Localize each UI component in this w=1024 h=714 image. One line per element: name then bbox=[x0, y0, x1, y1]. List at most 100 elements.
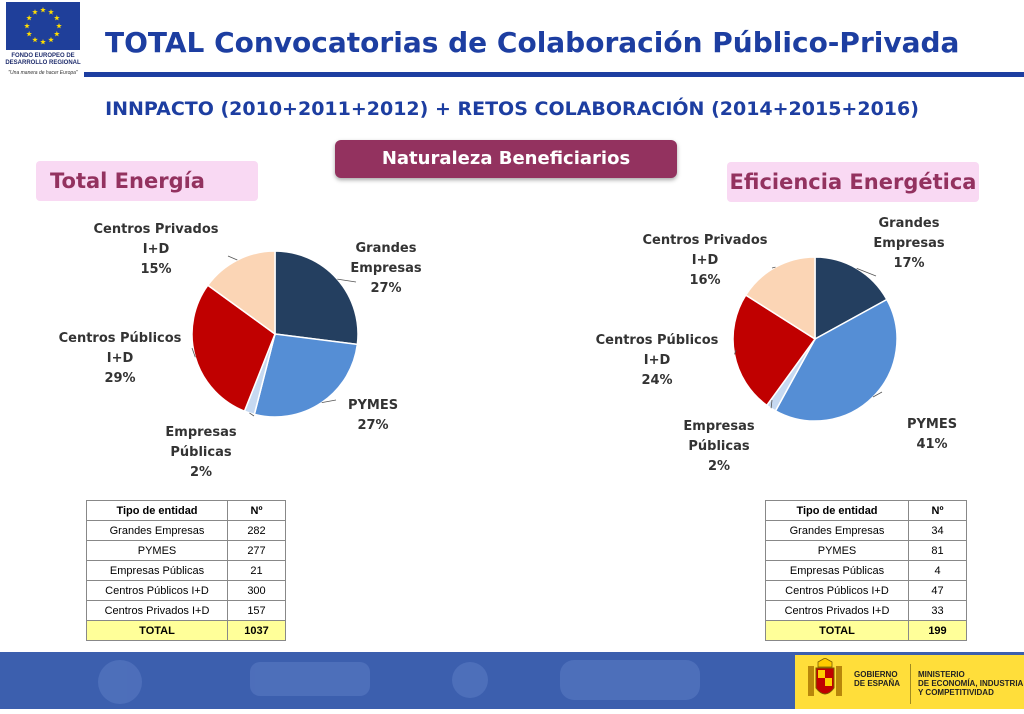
pie-slice bbox=[274, 250, 359, 346]
data-label: Centros Privados I+D 16% bbox=[642, 233, 767, 288]
pie-slice bbox=[744, 256, 816, 341]
table-cell: 300 bbox=[227, 580, 286, 601]
logo-motto: "Una manera de hacer Europa" bbox=[8, 70, 78, 76]
table-cell: 81 bbox=[908, 540, 967, 561]
table-header: Tipo de entidad bbox=[765, 500, 909, 521]
footer-divider bbox=[910, 664, 911, 704]
table-cell: TOTAL bbox=[86, 620, 228, 641]
pie-charts: Grandes Empresas 27% PYMES 27% Empresas Públic… bbox=[59, 216, 957, 480]
table-row: Empresas Públicas 4 bbox=[765, 560, 967, 581]
eu-star-icon bbox=[54, 15, 60, 21]
table-row: Centros Privados I+D 33 bbox=[765, 600, 967, 621]
table-cell: Empresas Públicas bbox=[86, 560, 228, 581]
leader-line bbox=[227, 255, 238, 261]
table-header-row: Tipo de entidad Nº bbox=[765, 500, 967, 521]
data-label: Empresas Públicas 2% bbox=[165, 425, 236, 480]
table-cell: TOTAL bbox=[765, 620, 909, 641]
right-data-table: Tipo de entidad Nº Grandes Empresas 34 PY… bbox=[765, 500, 967, 641]
table-cell: 277 bbox=[227, 540, 286, 561]
leader-line bbox=[770, 399, 773, 409]
page-subtitle: INNPACTO (2010+2011+2012) + RETOS COLABO… bbox=[105, 98, 919, 120]
table-cell: PYMES bbox=[765, 540, 909, 561]
pie-slice bbox=[206, 250, 276, 336]
ministry-label: MINISTERIO DE ECONOMÍA, INDUSTRIA Y COMP… bbox=[918, 670, 1023, 697]
left-chart-title: Total Energía bbox=[36, 161, 258, 201]
table-header-row: Tipo de entidad Nº bbox=[86, 500, 286, 521]
data-label: PYMES 41% bbox=[907, 417, 957, 452]
eu-star-icon bbox=[48, 9, 54, 15]
table-cell: 4 bbox=[908, 560, 967, 581]
eu-feder-logo: FONDO EUROPEO DE DESARROLLO REGIONAL "Un… bbox=[0, 0, 86, 78]
ministry-line-3: Y COMPETITIVIDAD bbox=[918, 688, 994, 697]
eu-star-icon bbox=[26, 31, 32, 37]
table-cell: 47 bbox=[908, 580, 967, 601]
eu-star-icon bbox=[48, 36, 54, 43]
table-row: Centros Públicos I+D 47 bbox=[765, 580, 967, 601]
table-cell: Centros Privados I+D bbox=[86, 600, 228, 621]
eu-star-icon bbox=[40, 7, 46, 13]
eu-star-icon bbox=[56, 23, 62, 29]
table-cell: PYMES bbox=[86, 540, 228, 561]
eu-star-icon bbox=[40, 39, 46, 45]
eu-star-icon bbox=[24, 23, 30, 29]
table-cell: 21 bbox=[227, 560, 286, 581]
table-row: Grandes Empresas 282 bbox=[86, 520, 286, 541]
table-row: PYMES 81 bbox=[765, 540, 967, 561]
page-title: TOTAL Convocatorias de Colaboración Públ… bbox=[105, 26, 960, 59]
table-row: Centros Privados I+D 157 bbox=[86, 600, 286, 621]
data-label: Grandes Empresas 27% bbox=[350, 241, 421, 296]
data-label: Centros Públicos I+D 29% bbox=[59, 331, 182, 386]
right-chart-title: Eficiencia Energética bbox=[727, 162, 979, 202]
table-header: Nº bbox=[227, 500, 286, 521]
eu-flag-icon bbox=[6, 2, 80, 50]
leader-line bbox=[771, 266, 776, 269]
data-label: Centros Públicos I+D 24% bbox=[596, 333, 719, 388]
ministry-line-2: DE ECONOMÍA, INDUSTRIA bbox=[918, 679, 1024, 688]
data-label: Grandes Empresas 17% bbox=[873, 216, 944, 271]
logo-line-2: DESARROLLO REGIONAL bbox=[5, 60, 81, 66]
logo-line-1: FONDO EUROPEO DE bbox=[11, 53, 75, 59]
eu-star-icon bbox=[26, 15, 32, 21]
table-cell: Centros Públicos I+D bbox=[86, 580, 228, 601]
leader-line bbox=[856, 268, 877, 277]
ministry-line-1: MINISTERIO bbox=[918, 670, 965, 679]
table-cell: Grandes Empresas bbox=[86, 520, 228, 541]
table-row: PYMES 277 bbox=[86, 540, 286, 561]
data-label: PYMES 27% bbox=[348, 398, 398, 433]
eu-star-icon bbox=[32, 36, 38, 43]
pie-slice bbox=[774, 298, 898, 422]
table-cell: 33 bbox=[908, 600, 967, 621]
table-cell: 199 bbox=[908, 620, 967, 641]
eu-star-icon bbox=[32, 9, 38, 15]
gov-line-2: DE ESPAÑA bbox=[854, 679, 901, 688]
section-label: Naturaleza Beneficiarios bbox=[335, 140, 677, 178]
table-cell: Centros Públicos I+D bbox=[765, 580, 909, 601]
table-total-row: TOTAL 199 bbox=[765, 620, 967, 641]
coat-of-arms-icon bbox=[804, 657, 846, 704]
table-cell: 34 bbox=[908, 520, 967, 541]
table-cell: Empresas Públicas bbox=[765, 560, 909, 581]
table-total-row: TOTAL 1037 bbox=[86, 620, 286, 641]
table-cell: 1037 bbox=[227, 620, 286, 641]
data-label: Centros Privados I+D 15% bbox=[93, 222, 218, 277]
data-label: Empresas Públicas 2% bbox=[683, 419, 754, 474]
left-data-table: Tipo de entidad Nº Grandes Empresas 282 P… bbox=[86, 500, 286, 641]
government-label: GOBIERNO DE ESPAÑA bbox=[854, 670, 900, 688]
table-cell: Grandes Empresas bbox=[765, 520, 909, 541]
leader-line bbox=[249, 412, 255, 417]
table-row: Grandes Empresas 34 bbox=[765, 520, 967, 541]
table-row: Empresas Públicas 21 bbox=[86, 560, 286, 581]
eu-star-icon bbox=[54, 31, 60, 37]
leader-line bbox=[321, 399, 337, 403]
table-cell: 282 bbox=[227, 520, 286, 541]
pie-slice bbox=[253, 333, 359, 418]
leader-line bbox=[191, 347, 196, 358]
leader-line bbox=[337, 278, 357, 283]
gov-line-1: GOBIERNO bbox=[854, 670, 898, 679]
table-row: Centros Públicos I+D 300 bbox=[86, 580, 286, 601]
leader-line bbox=[872, 391, 883, 398]
title-underline bbox=[84, 72, 1024, 77]
table-header: Nº bbox=[908, 500, 967, 521]
table-header: Tipo de entidad bbox=[86, 500, 228, 521]
leader-line bbox=[734, 349, 737, 355]
